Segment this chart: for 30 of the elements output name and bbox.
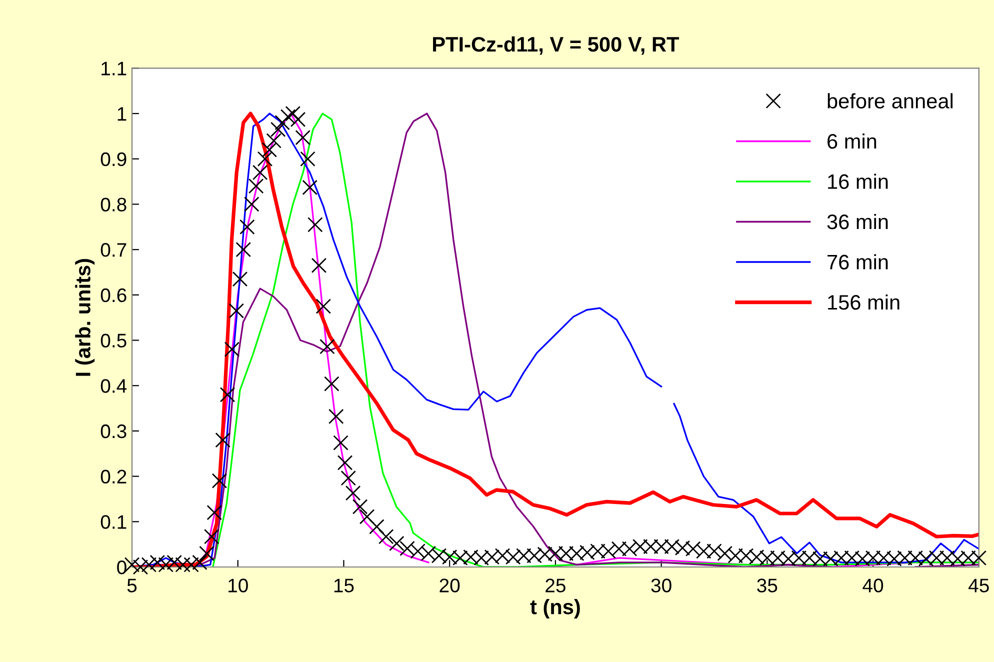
y-tick-label: 1 <box>118 107 126 121</box>
x-tick-label: 15 <box>334 578 354 592</box>
x-tick-label: 35 <box>757 578 778 592</box>
legend-label: 6 min <box>828 133 876 149</box>
y-axis-title: I (arb. units) <box>75 259 95 376</box>
x-tick-label: 25 <box>546 578 566 592</box>
legend-label: 156 min <box>828 294 900 310</box>
y-tick-label: 0.8 <box>100 198 126 212</box>
x-tick-label: 5 <box>127 578 137 592</box>
y-tick-label: 1.1 <box>102 62 126 76</box>
x-axis-title: t (ns) <box>530 599 580 618</box>
legend-label: before anneal <box>828 93 953 108</box>
x-tick-label: 45 <box>968 578 989 592</box>
y-tick-label: 0.9 <box>100 152 126 166</box>
y-tick-label: 0.3 <box>100 424 126 438</box>
x-tick-label: 20 <box>440 578 460 592</box>
y-tick-label: 0.4 <box>100 379 127 393</box>
x-tick-label: 30 <box>651 578 672 592</box>
legend-label: 76 min <box>828 254 888 270</box>
y-tick-label: 0.7 <box>100 243 126 257</box>
y-tick-label: 0.6 <box>100 288 126 302</box>
x-tick-label: 10 <box>228 578 248 592</box>
y-tick-label: 0 <box>117 560 126 574</box>
y-tick-label: 0.5 <box>100 334 126 348</box>
legend-label: 16 min <box>828 174 888 189</box>
legend-label: 36 min <box>827 214 888 230</box>
y-tick-label: 0.2 <box>100 470 126 484</box>
chart-title: PTI-Cz-d11, V = 500 V, RT <box>433 36 680 55</box>
y-tick-label: 0.1 <box>100 515 126 529</box>
x-tick-label: 40 <box>862 578 884 592</box>
